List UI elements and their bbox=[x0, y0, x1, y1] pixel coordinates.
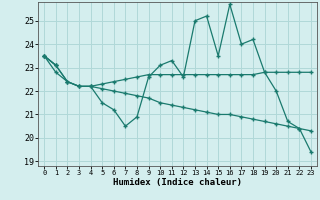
X-axis label: Humidex (Indice chaleur): Humidex (Indice chaleur) bbox=[113, 178, 242, 187]
